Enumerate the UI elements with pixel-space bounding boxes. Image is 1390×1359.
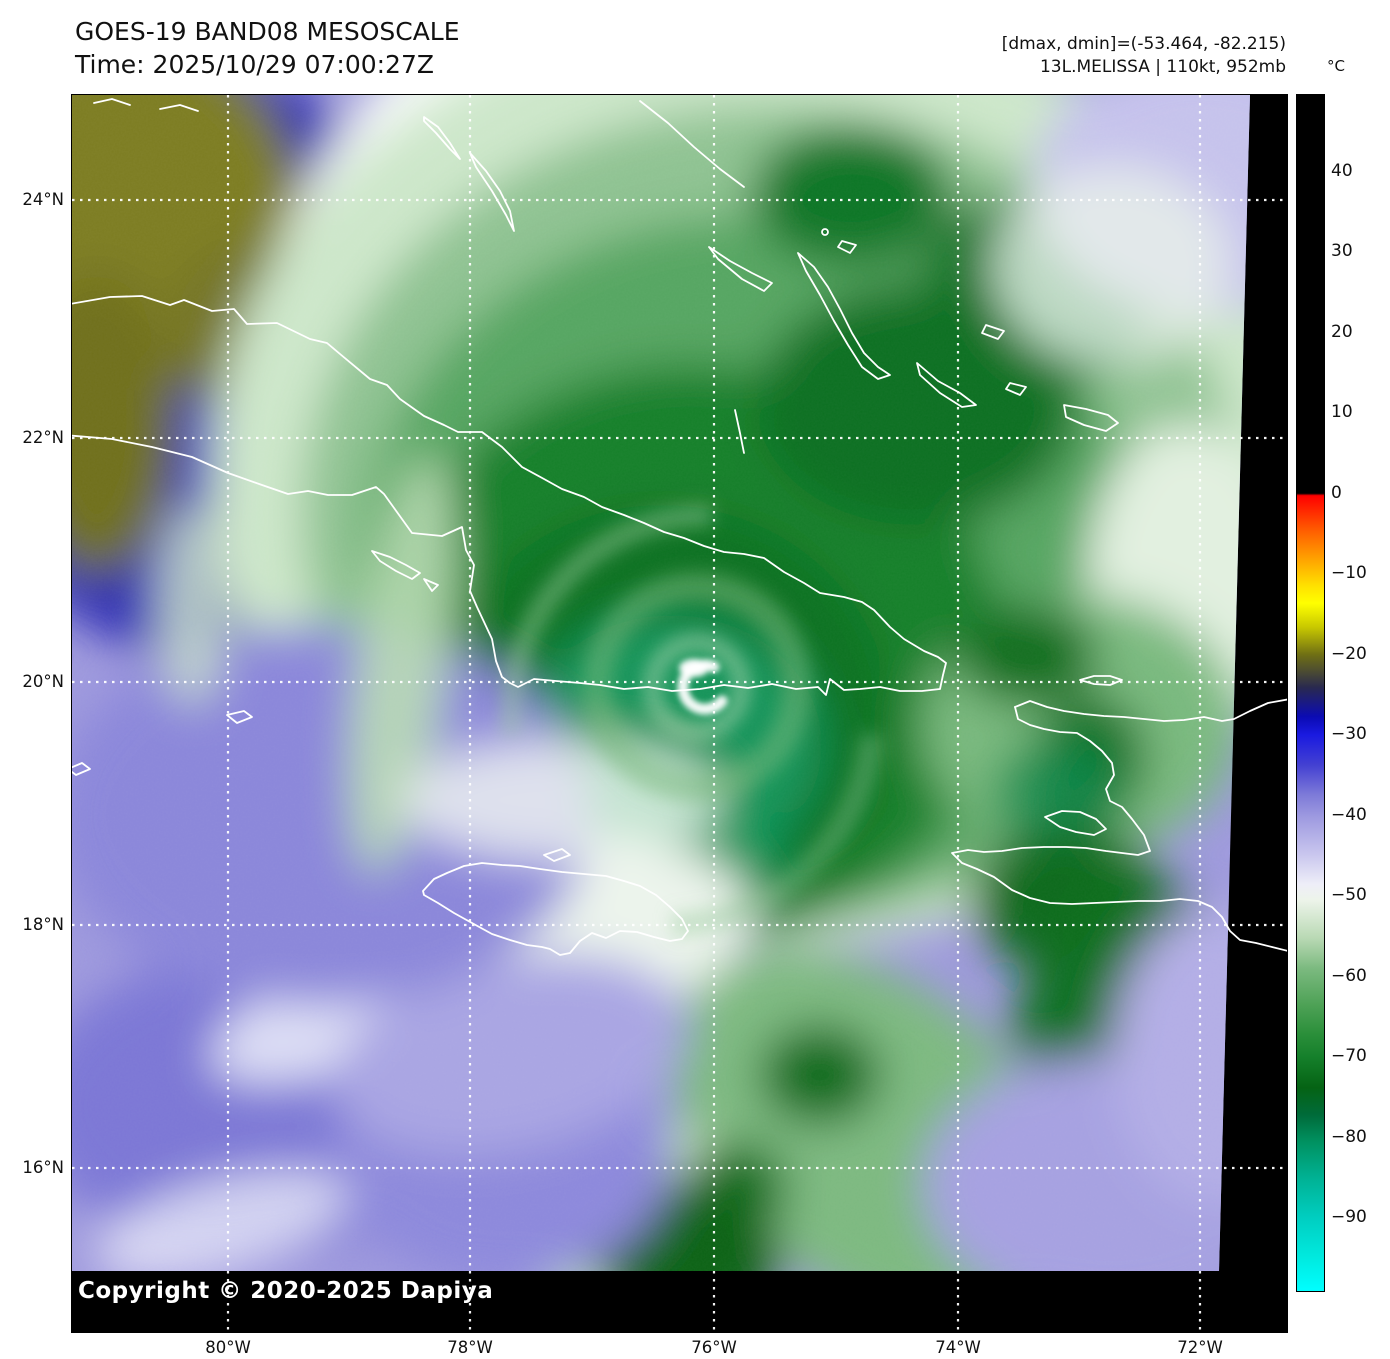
lon-axis-label-76w: 76°W [691,1338,737,1357]
coastline-exuma-chain [639,100,745,188]
page-title: GOES-19 BAND08 MESOSCALE [75,17,460,46]
colorbar-tick-m30: −30 [1331,724,1367,744]
coastline-hispaniola [1014,698,1287,722]
header-right-info: [dmax, dmin]=(-53.464, -82.215) 13L.MELI… [1002,33,1286,79]
lat-axis-label-18n: 18°N [22,915,64,934]
coastline-cays [72,762,91,776]
coastline-andros [423,116,461,160]
colorbar-tick-m50: −50 [1331,885,1367,905]
lon-axis-label-80w: 80°W [205,1338,251,1357]
coastline-little-inagua [1005,382,1027,396]
coastline-crooked-acklins [797,252,891,380]
lat-axis-label-20n: 20°N [22,672,64,691]
lat-axis-label-22n: 22°N [22,428,64,447]
colorbar-tick-10: 10 [1331,402,1353,422]
satellite-image-layer [72,95,1250,1271]
coastline-jamaica [422,862,689,956]
coastline-long-island [708,246,773,292]
colorbar-tick-m40: −40 [1331,805,1367,825]
colorbar-tick-m60: −60 [1331,966,1367,986]
coastline-mayaguana [981,324,1005,340]
coastline-cay-dot [821,228,829,236]
coastline-rum-cay [837,240,857,254]
colorbar-tick-m10: −10 [1331,563,1367,583]
copyright-label: Copyright © 2020-2025 Dapiya [78,1278,494,1304]
coastline-tortuga [1079,675,1123,686]
coastline-great-inagua [1063,404,1119,432]
coastline-eleuthera [469,152,515,232]
coastline-acklins-south [916,362,977,408]
coastline-florida-keys [159,104,199,112]
dmax-dmin-label: [dmax, dmin]=(-53.464, -82.215) [1001,34,1286,54]
colorbar-tick-40: 40 [1331,161,1353,181]
coastline-cays [371,550,421,580]
map-canvas [72,95,1287,1332]
colorbar-tick-m80: −80 [1331,1127,1367,1147]
coastline-cays [423,578,439,592]
colorbar-tick-m70: −70 [1331,1046,1367,1066]
lon-axis-label-72w: 72°W [1177,1338,1223,1357]
storm-info-label: 13L.MELISSA | 110kt, 952mb [1039,57,1286,77]
colorbar-tick-m20: −20 [1331,644,1367,664]
colorbar-tick-0: 0 [1331,483,1342,503]
lon-axis-label-74w: 74°W [935,1338,981,1357]
coastline-florida-keys [93,98,131,106]
image-grain-texture [72,95,1250,1271]
colorbar-tick-m90: −90 [1331,1207,1367,1227]
coastline-islet [734,409,745,454]
lat-axis-label-16n: 16°N [22,1158,64,1177]
lat-axis-label-24n: 24°N [22,190,64,209]
timestamp-label: Time: 2025/10/29 07:00:27Z [75,50,434,79]
coastline-cuba [72,295,947,696]
gridlines-layer [72,95,1287,1332]
colorbar-unit-label: °C [1327,57,1345,75]
satellite-map: Copyright © 2020-2025 Dapiya [71,94,1288,1333]
lon-axis-label-78w: 78°W [447,1338,493,1357]
colorbar-tick-30: 30 [1331,241,1353,261]
coastline-hispaniola [951,706,1287,952]
colorbar-tick-20: 20 [1331,322,1353,342]
coastline-cays [226,710,253,724]
temperature-colorbar [1296,94,1325,1292]
coastline-gonave [1044,810,1107,836]
coastline-cays [543,848,571,862]
coastlines-layer [72,98,1287,956]
